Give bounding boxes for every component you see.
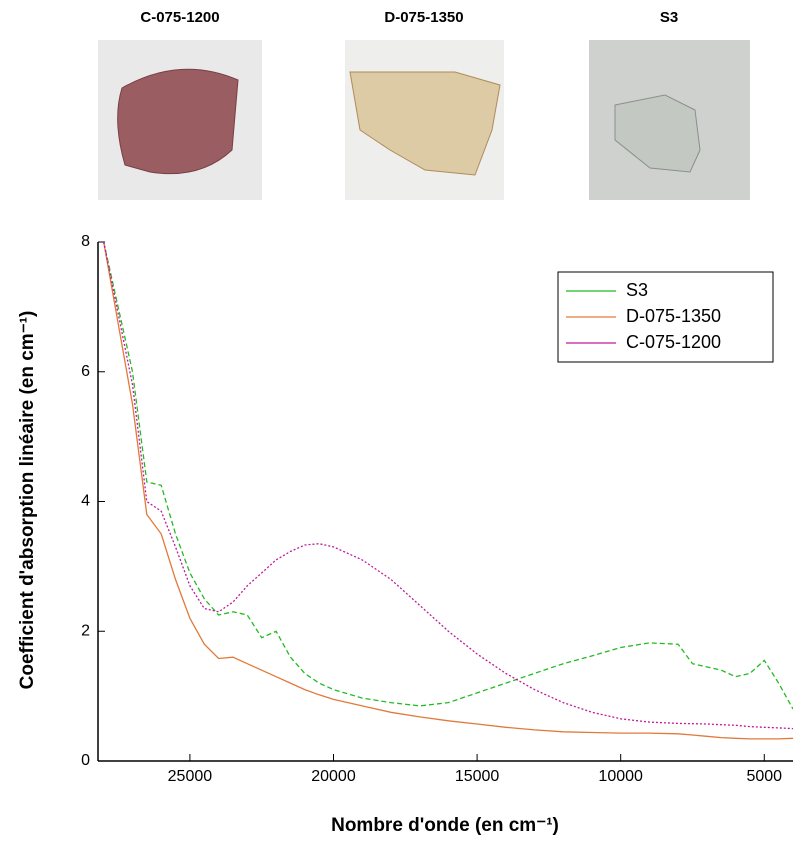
series-line bbox=[103, 242, 793, 740]
x-axis-label: Nombre d'onde (en cm⁻¹) bbox=[331, 815, 559, 836]
sample bbox=[117, 68, 239, 175]
y-tick-label: 0 bbox=[81, 752, 90, 769]
photo-label: C-075-1200 bbox=[140, 9, 219, 26]
y-tick-label: 8 bbox=[81, 233, 90, 250]
y-tick-label: 2 bbox=[81, 622, 90, 639]
sample bbox=[614, 94, 701, 173]
photos: C-075-1200 D-075-1350 S3 bbox=[98, 9, 750, 200]
y-tick-label: 4 bbox=[81, 493, 90, 510]
x-tick-label: 5000 bbox=[746, 768, 782, 785]
legend-label: S3 bbox=[626, 280, 648, 300]
x-tick-label: 20000 bbox=[311, 768, 356, 785]
series-line bbox=[103, 242, 793, 710]
y-tick-label: 6 bbox=[81, 363, 90, 380]
x-tick-label: 15000 bbox=[455, 768, 500, 785]
legend-label: D-075-1350 bbox=[626, 306, 721, 326]
photo-label: S3 bbox=[660, 9, 678, 26]
x-tick-label: 25000 bbox=[168, 768, 213, 785]
y-axis-label: Coefficient d'absorption linéaire (en cm… bbox=[17, 311, 38, 690]
plot: 0 2 4 6 8 25000 20000 15000 10000 5000 S3 D-075-135… bbox=[81, 233, 793, 785]
x-tick-label: 10000 bbox=[598, 768, 643, 785]
legend-label: C-075-1200 bbox=[626, 332, 721, 352]
series-line bbox=[103, 242, 793, 730]
sample bbox=[349, 71, 501, 176]
photo-label: D-075-1350 bbox=[384, 9, 463, 26]
